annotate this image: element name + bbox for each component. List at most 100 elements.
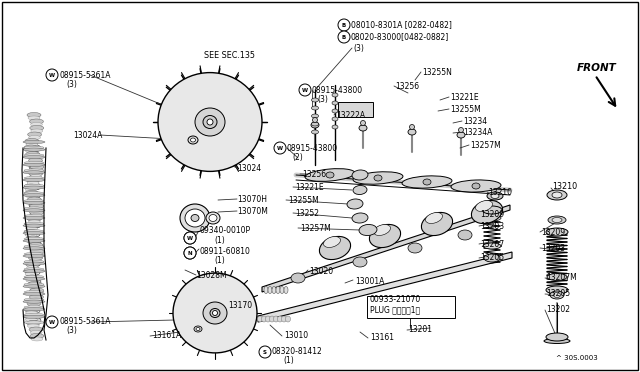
Ellipse shape	[24, 306, 44, 309]
Ellipse shape	[311, 122, 319, 128]
Ellipse shape	[547, 190, 567, 200]
Ellipse shape	[472, 201, 502, 224]
Ellipse shape	[31, 253, 43, 257]
Text: FRONT: FRONT	[577, 63, 617, 73]
Ellipse shape	[360, 121, 365, 125]
Text: 13209: 13209	[480, 209, 504, 218]
Text: 13209: 13209	[541, 228, 565, 237]
Ellipse shape	[30, 249, 44, 254]
Ellipse shape	[31, 129, 43, 133]
Text: 13255N: 13255N	[422, 67, 452, 77]
Ellipse shape	[451, 180, 501, 192]
Text: B: B	[342, 35, 346, 39]
Ellipse shape	[547, 273, 567, 280]
Ellipse shape	[426, 212, 442, 224]
Ellipse shape	[487, 192, 503, 200]
Text: W: W	[187, 235, 193, 241]
Text: 13221E: 13221E	[450, 93, 479, 102]
Ellipse shape	[24, 230, 38, 234]
Ellipse shape	[24, 260, 44, 263]
Ellipse shape	[352, 213, 368, 223]
Ellipse shape	[24, 169, 44, 172]
Ellipse shape	[28, 282, 42, 286]
Polygon shape	[262, 205, 510, 292]
Ellipse shape	[269, 316, 275, 322]
Ellipse shape	[483, 215, 501, 221]
Ellipse shape	[347, 199, 363, 209]
Text: 08915-5361A: 08915-5361A	[59, 71, 111, 80]
Ellipse shape	[24, 184, 38, 189]
Ellipse shape	[291, 273, 305, 283]
Text: (3): (3)	[353, 44, 364, 52]
Ellipse shape	[24, 192, 44, 195]
Ellipse shape	[188, 136, 198, 144]
Ellipse shape	[158, 73, 262, 171]
Ellipse shape	[23, 254, 45, 257]
Text: 13202: 13202	[546, 305, 570, 314]
Circle shape	[46, 316, 58, 328]
Ellipse shape	[312, 130, 319, 134]
Ellipse shape	[30, 174, 40, 179]
Text: 13001A: 13001A	[355, 276, 385, 285]
Ellipse shape	[24, 230, 44, 233]
Ellipse shape	[28, 116, 40, 120]
Ellipse shape	[30, 212, 40, 218]
Ellipse shape	[27, 155, 39, 159]
Ellipse shape	[24, 291, 44, 294]
Ellipse shape	[28, 305, 40, 308]
Ellipse shape	[180, 204, 210, 232]
Ellipse shape	[26, 151, 40, 157]
Ellipse shape	[29, 285, 41, 289]
Ellipse shape	[29, 298, 41, 305]
Ellipse shape	[30, 155, 40, 160]
Ellipse shape	[29, 161, 42, 166]
Text: (2): (2)	[292, 153, 303, 161]
Ellipse shape	[26, 194, 38, 198]
Ellipse shape	[23, 201, 45, 204]
Ellipse shape	[272, 286, 276, 294]
Text: 13234: 13234	[463, 116, 487, 125]
Text: 13028M: 13028M	[196, 272, 227, 280]
Ellipse shape	[24, 298, 44, 301]
Ellipse shape	[23, 232, 45, 235]
Ellipse shape	[30, 270, 40, 275]
Text: W: W	[187, 235, 193, 241]
Bar	[338, 102, 373, 117]
Ellipse shape	[30, 232, 40, 237]
Circle shape	[184, 247, 196, 259]
Ellipse shape	[29, 256, 42, 260]
Ellipse shape	[203, 302, 227, 324]
Ellipse shape	[31, 292, 43, 295]
Text: 13205: 13205	[480, 253, 504, 263]
Ellipse shape	[24, 145, 38, 150]
Ellipse shape	[26, 279, 38, 282]
Ellipse shape	[29, 158, 42, 163]
Text: (3): (3)	[66, 80, 77, 89]
Ellipse shape	[332, 93, 338, 97]
Text: 09340-0010P: 09340-0010P	[200, 225, 251, 234]
Ellipse shape	[546, 286, 568, 294]
Ellipse shape	[323, 237, 340, 247]
Text: 13255M: 13255M	[288, 196, 319, 205]
Text: 08915-43800: 08915-43800	[287, 144, 338, 153]
Ellipse shape	[23, 239, 45, 243]
Ellipse shape	[29, 221, 41, 228]
Ellipse shape	[29, 171, 43, 176]
Ellipse shape	[29, 210, 44, 215]
Ellipse shape	[29, 327, 43, 332]
Text: 13257M: 13257M	[300, 224, 331, 232]
Ellipse shape	[458, 230, 472, 240]
Ellipse shape	[353, 186, 367, 195]
Ellipse shape	[374, 225, 390, 235]
Ellipse shape	[24, 321, 44, 324]
Ellipse shape	[305, 169, 355, 182]
Ellipse shape	[546, 333, 568, 341]
Ellipse shape	[27, 181, 39, 185]
Ellipse shape	[23, 179, 45, 182]
Ellipse shape	[423, 179, 431, 185]
Ellipse shape	[264, 286, 268, 294]
Ellipse shape	[544, 339, 570, 343]
Text: 13020: 13020	[309, 266, 333, 276]
Ellipse shape	[23, 171, 45, 174]
Ellipse shape	[458, 128, 463, 132]
